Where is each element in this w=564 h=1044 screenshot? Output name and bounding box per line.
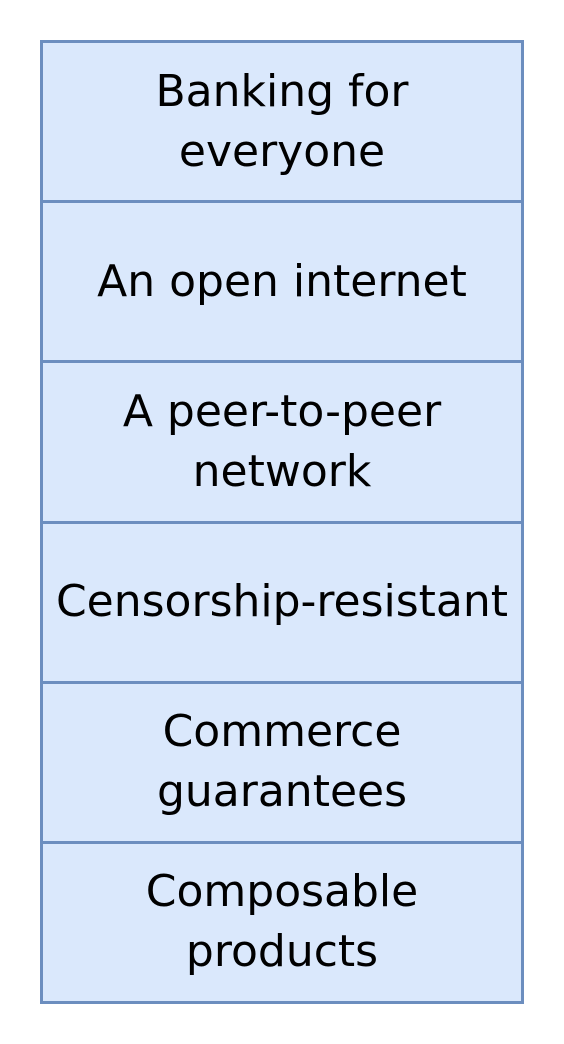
block-label: An open internet <box>97 255 467 307</box>
block-stack: Banking for everyone An open internet A … <box>40 40 524 1005</box>
block-label: Commerce guarantees <box>156 706 408 818</box>
block-label: Censorship-resistant <box>55 576 509 628</box>
block-open-internet: An open internet <box>40 203 524 364</box>
block-censorship-resistant: Censorship-resistant <box>40 523 524 684</box>
block-label: Banking for everyone <box>155 65 409 177</box>
block-label: A peer-to-peer network <box>122 385 442 497</box>
block-peer-to-peer-network: A peer-to-peer network <box>40 363 524 524</box>
block-banking-for-everyone: Banking for everyone <box>40 40 524 204</box>
block-commerce-guarantees: Commerce guarantees <box>40 683 524 844</box>
block-label: Composable products <box>145 866 419 978</box>
block-composable-products: Composable products <box>40 843 524 1005</box>
